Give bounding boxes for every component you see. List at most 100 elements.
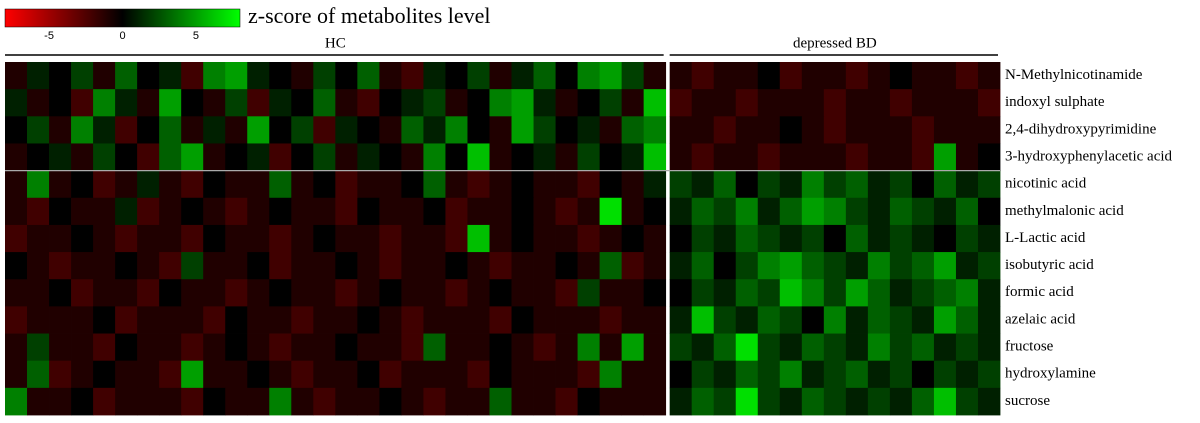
heatmap-cell [445,306,468,334]
heatmap-cell [489,279,512,307]
heatmap-cell [845,252,869,280]
colorbar-tick-label: -5 [44,30,54,42]
heatmap-cell [357,62,380,90]
heatmap-cell [911,306,935,334]
heatmap-cell [379,143,402,172]
heatmap-cell [779,360,803,389]
heatmap-cell [269,62,292,90]
heatmap-cell [889,197,913,226]
heatmap-cell [27,360,50,389]
heatmap-cell [533,252,556,280]
heatmap-cell [467,387,490,416]
heatmap-cell [379,197,402,226]
heatmap-cell [643,333,667,362]
heatmap-cell [511,306,534,334]
heatmap-cell [71,62,94,90]
heatmap-cell [357,116,380,144]
heatmap-cell [955,387,979,416]
heatmap-cell [159,224,182,253]
heatmap-cell [269,333,292,362]
heatmap-cell [401,224,424,253]
heatmap-cell [867,116,891,144]
heatmap-cell [181,306,204,334]
heatmap-cell [823,333,847,362]
heatmap-cell [889,116,913,144]
heatmap-cell [867,62,891,90]
heatmap-cell [955,116,979,144]
group-label: depressed BD [793,35,877,51]
heatmap-cell [467,170,490,199]
heatmap-cell [845,89,869,117]
heatmap-cell [533,333,556,362]
heatmap-cell [533,89,556,117]
heatmap-cell [357,387,380,416]
heatmap-cell [313,387,336,416]
heatmap-cell [735,333,759,362]
heatmap-cell [889,387,913,416]
heatmap-cell [823,252,847,280]
heatmap-cell [49,279,72,307]
heatmap-cell [181,116,204,144]
heatmap-cell [555,279,578,307]
heatmap-cell [845,224,869,253]
heatmap-cell [933,333,957,362]
heatmap-cell [757,387,781,416]
row-label: formic acid [1005,284,1074,300]
heatmap-cell [225,143,248,172]
heatmap-cell [225,306,248,334]
heatmap-cell [911,62,935,90]
heatmap-cell [357,170,380,199]
heatmap-cell [489,224,512,253]
heatmap-cell [335,62,358,90]
heatmap-cell [423,252,446,280]
heatmap-cell [867,224,891,253]
heatmap-cell [225,252,248,280]
heatmap-cell [643,387,667,416]
heatmap-cell [533,143,556,172]
heatmap-cell [933,197,957,226]
row-label: methylmalonic acid [1005,203,1124,219]
heatmap-cell [735,89,759,117]
heatmap-cell [467,279,490,307]
heatmap-cell [599,224,623,253]
heatmap-cell [757,62,781,90]
heatmap-cell [889,89,913,117]
heatmap-cell [911,360,935,389]
heatmap-cell [445,360,468,389]
heatmap-cell [313,170,336,199]
heatmap-cell [203,197,226,226]
heatmap-cell [159,387,182,416]
heatmap-cell [335,360,358,389]
heatmap-cell [269,116,292,144]
heatmap-cell [845,143,869,172]
heatmap-cell [713,89,737,117]
heatmap-cell [203,62,226,90]
heatmap-cell [489,116,512,144]
heatmap-cell [621,252,645,280]
heatmap-cell [577,89,600,117]
heatmap-cell [577,252,600,280]
heatmap-cell [115,333,138,362]
heatmap-cell [757,224,781,253]
heatmap-cell [291,387,314,416]
heatmap-cell [291,360,314,389]
heatmap-cell [225,387,248,416]
heatmap-cell [489,387,512,416]
heatmap-cell [137,89,160,117]
heatmap-cell [291,62,314,90]
heatmap-cell [379,279,402,307]
heatmap-cell [691,252,715,280]
heatmap-cell [489,89,512,117]
heatmap-cell [423,62,446,90]
heatmap-cell [71,279,94,307]
heatmap-cell [137,197,160,226]
heatmap-cell [313,62,336,90]
heatmap-cell [779,387,803,416]
heatmap-cell [801,333,825,362]
heatmap-cell [467,360,490,389]
heatmap-cell [313,279,336,307]
heatmap-cell [933,224,957,253]
heatmap-cell [599,387,623,416]
heatmap-cell [735,252,759,280]
heatmap-cell [379,89,402,117]
